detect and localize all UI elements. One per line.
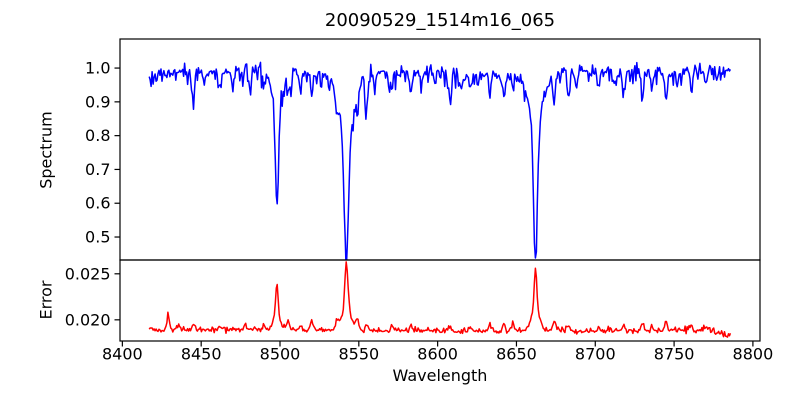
x-tick-label: 8800 (733, 345, 774, 364)
x-tick-label: 8700 (575, 345, 616, 364)
y-tick-label: 0.025 (65, 264, 111, 283)
y-tick-label: 0.8 (85, 126, 110, 145)
chart-title: 20090529_1514m16_065 (324, 10, 556, 31)
x-tick-label: 8400 (102, 345, 143, 364)
y-tick-label: 0.6 (85, 194, 110, 213)
y-tick-label: 1.0 (85, 59, 110, 78)
y-tick-label: 0.5 (85, 228, 110, 247)
x-tick-label: 8600 (417, 345, 458, 364)
y-tick-label: 0.7 (85, 160, 110, 179)
spectrum-line (148, 61, 732, 260)
x-tick-label: 8650 (496, 345, 537, 364)
x-tick-label: 8500 (260, 345, 301, 364)
error-panel-frame (119, 259, 761, 342)
x-axis-label: Wavelength (392, 366, 488, 385)
error-line (148, 261, 732, 338)
x-tick-label: 8550 (338, 345, 379, 364)
x-tick-label: 8450 (181, 345, 222, 364)
y-tick-label: 0.9 (85, 92, 110, 111)
y-tick-label: 0.020 (65, 310, 111, 329)
x-tick-label: 8750 (654, 345, 695, 364)
